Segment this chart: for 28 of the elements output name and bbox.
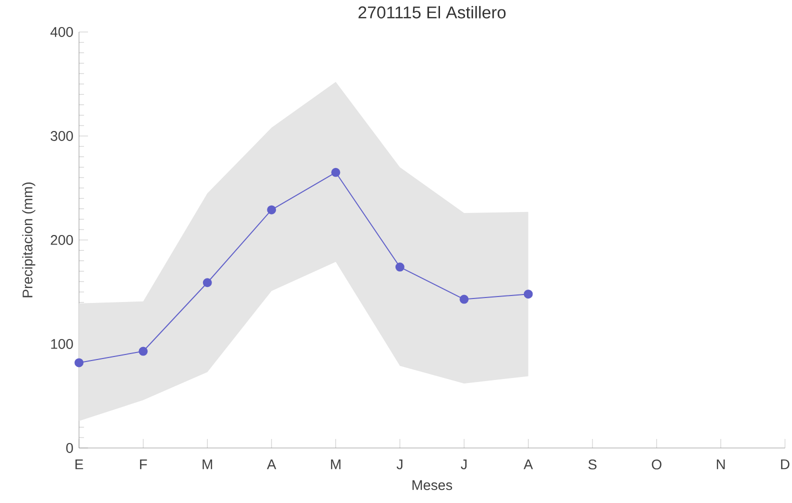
point [267, 205, 276, 214]
y-tick-label: 300 [50, 131, 73, 141]
x-tick-label: M [202, 460, 212, 470]
point [138, 346, 148, 356]
x-tick-label: D [781, 460, 790, 470]
x-tick-label: M [331, 460, 340, 470]
y-tick-label: 0 [66, 443, 73, 453]
y-tick-label: 400 [50, 27, 73, 37]
point [202, 278, 212, 288]
y-axis-title: Precipitacion (mm) [22, 182, 36, 298]
point [74, 358, 84, 368]
x-axis-title: Meses [412, 480, 452, 490]
point [331, 168, 340, 177]
point [460, 294, 469, 304]
point [395, 262, 404, 272]
x-tick-label: A [266, 460, 276, 470]
x-tick-label: O [652, 460, 662, 470]
chart-title: 2701115 El Astillero [358, 6, 506, 18]
x-tick-label: N [716, 460, 725, 470]
point [524, 290, 533, 299]
x-tick-label: J [396, 460, 402, 470]
x-tick-label: F [140, 460, 147, 470]
y-tick-label: 100 [51, 339, 73, 349]
x-tick-label: A [524, 460, 533, 470]
x-tick-label: J [460, 460, 467, 470]
y-tick-label: 200 [50, 235, 73, 245]
x-tick-label: E [75, 460, 84, 470]
x-tick-label: S [588, 460, 596, 470]
